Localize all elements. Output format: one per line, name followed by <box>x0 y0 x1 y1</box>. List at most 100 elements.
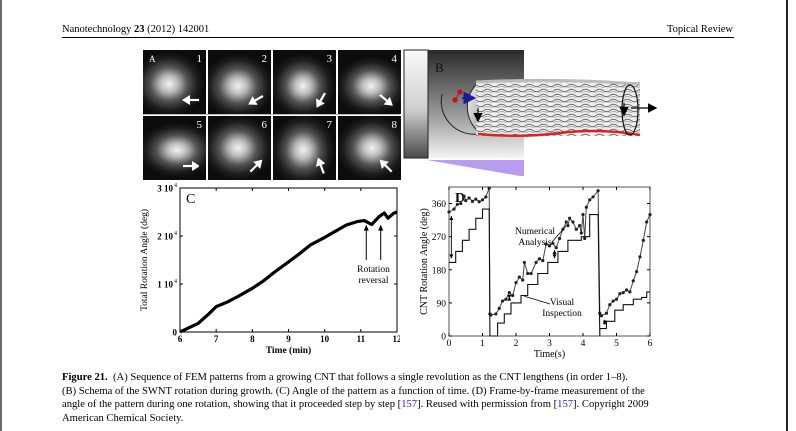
caption-line-3: angle of the pattern during one rotation… <box>62 398 742 412</box>
arrow-head <box>192 161 199 171</box>
numerical-analysis-point <box>557 236 562 241</box>
x-tick-label: 1 <box>480 339 485 349</box>
header-rule <box>62 37 734 38</box>
x-tick-label: 2 <box>514 339 519 349</box>
atom-bond <box>454 91 461 101</box>
numerical-analysis-point <box>547 244 552 248</box>
panel-label: D <box>455 191 465 206</box>
y-tick-label: 270 <box>432 233 447 243</box>
fem-frame-8: 8 <box>338 116 401 180</box>
panel-b-label: B <box>435 60 444 75</box>
numerical-analysis-point <box>608 303 612 307</box>
numerical-analysis-point <box>574 227 578 231</box>
y-tick-exponent: 4 <box>174 279 177 285</box>
numerical-analysis-point <box>578 224 582 228</box>
substrate-edge <box>403 49 429 159</box>
series-visual-inspection-line <box>449 208 650 337</box>
x-axis-label: Time (min) <box>266 345 311 356</box>
numerical-analysis-point <box>591 195 595 199</box>
y-tick-label: 360 <box>432 200 447 210</box>
arrow-group <box>379 159 393 173</box>
numerical-analysis-point <box>638 255 642 259</box>
numerical-analysis-point <box>621 290 625 295</box>
fem-halo <box>208 116 271 180</box>
y-tick-label: 3 10 <box>157 184 173 194</box>
fem-halo <box>208 54 271 114</box>
page-left-border <box>0 0 2 431</box>
reference-link-157-reuse[interactable]: 157 <box>557 399 574 411</box>
reference-link-157[interactable]: 157 <box>401 399 418 411</box>
panel-c-chart: 6 7 8 9 10 11 12 0 1 10 4 2 10 4 3 10 4 Time (min) Tota… <box>130 182 402 360</box>
panel-d-chart: 0 1 2 3 4 5 6 0 90 180 270 360 Time(s) CNT Rotation A… <box>400 182 690 360</box>
numerical-analysis-point <box>583 236 587 241</box>
fem-halo <box>273 54 335 114</box>
numerical-analysis-point <box>526 271 530 276</box>
numerical-analysis-point <box>522 260 526 265</box>
arrow-head-down <box>552 254 557 259</box>
arrow-head <box>316 98 325 108</box>
numerical-analysis-point <box>599 314 604 318</box>
annotation-analysis: Analysis <box>518 238 552 248</box>
arrow-head-up <box>449 216 454 221</box>
caption-line-4: American Chemical Society. <box>62 412 184 424</box>
journal-volume: 23 <box>134 24 145 35</box>
annotation-inspection: Inspection <box>542 309 582 319</box>
fem-frame-number: 5 <box>196 119 203 131</box>
direction-arrow-icon <box>379 159 393 173</box>
numerical-analysis-point <box>494 312 498 316</box>
numerical-analysis-point <box>551 241 555 245</box>
numerical-analysis-point <box>464 199 468 203</box>
numerical-analysis-point <box>611 299 615 303</box>
fem-grid-divider <box>142 114 400 115</box>
direction-arrow-icon <box>316 92 326 108</box>
numerical-analysis-point <box>517 275 521 279</box>
numerical-analysis-point <box>631 279 635 283</box>
y-tick-label: 0 <box>173 328 178 338</box>
x-tick-label: 4 <box>581 339 586 349</box>
x-tick-label: 5 <box>614 339 619 349</box>
fem-frame-number: 3 <box>326 53 333 65</box>
arrow-group <box>249 159 263 173</box>
direction-arrow-icon <box>182 95 199 105</box>
numerical-analysis-point <box>477 200 481 204</box>
arrow-group <box>379 94 393 106</box>
series-numerical-analysis-line <box>448 187 651 317</box>
annotation-numerical: Numerical <box>515 227 555 237</box>
numerical-analysis-point <box>579 231 583 235</box>
direction-arrow-icon <box>183 161 199 171</box>
numerical-analysis-point <box>501 299 505 303</box>
arrow-head-down <box>602 320 607 325</box>
numerical-analysis-point <box>487 186 491 190</box>
numerical-analysis-point <box>648 212 652 217</box>
numerical-analysis-point <box>544 242 548 246</box>
numerical-analysis-point <box>635 270 639 274</box>
y-tick-label: 180 <box>432 266 447 276</box>
fem-frame-4: 4 <box>338 50 401 114</box>
arrow-head-down <box>449 254 454 259</box>
numerical-analysis-point <box>645 220 649 224</box>
annotation-visual: Visual <box>550 298 575 308</box>
numerical-analysis-point <box>504 297 508 301</box>
numerical-analysis-point <box>521 278 525 282</box>
fem-frame-number: 8 <box>391 119 398 131</box>
numerical-analysis-point <box>507 290 511 295</box>
numerical-analysis-point <box>624 288 629 292</box>
fem-frame-number: 6 <box>261 119 268 131</box>
numerical-analysis-point <box>455 202 459 206</box>
figure-label: Figure 21. <box>62 372 108 383</box>
arrow-head <box>379 159 389 169</box>
direction-arrow-icon <box>379 94 393 106</box>
caption-text-3a: angle of the pattern during one rotation… <box>62 399 402 411</box>
direction-arrow-icon <box>248 95 264 105</box>
numerical-analysis-point <box>459 201 463 206</box>
numerical-analysis-point <box>470 199 475 203</box>
running-header-left: Nanotechnology 23 (2012) 142001 <box>62 24 209 35</box>
nanotube-top-edge <box>475 78 641 86</box>
fem-frame-5: 5 <box>143 116 206 180</box>
caption-line-2: (B) Schema of the SWNT rotation during g… <box>62 385 645 397</box>
x-tick-label: 6 <box>178 334 183 344</box>
numerical-analysis-point <box>452 207 456 211</box>
y-axis-label: CNT Rotation Angle (deg) <box>419 208 430 315</box>
